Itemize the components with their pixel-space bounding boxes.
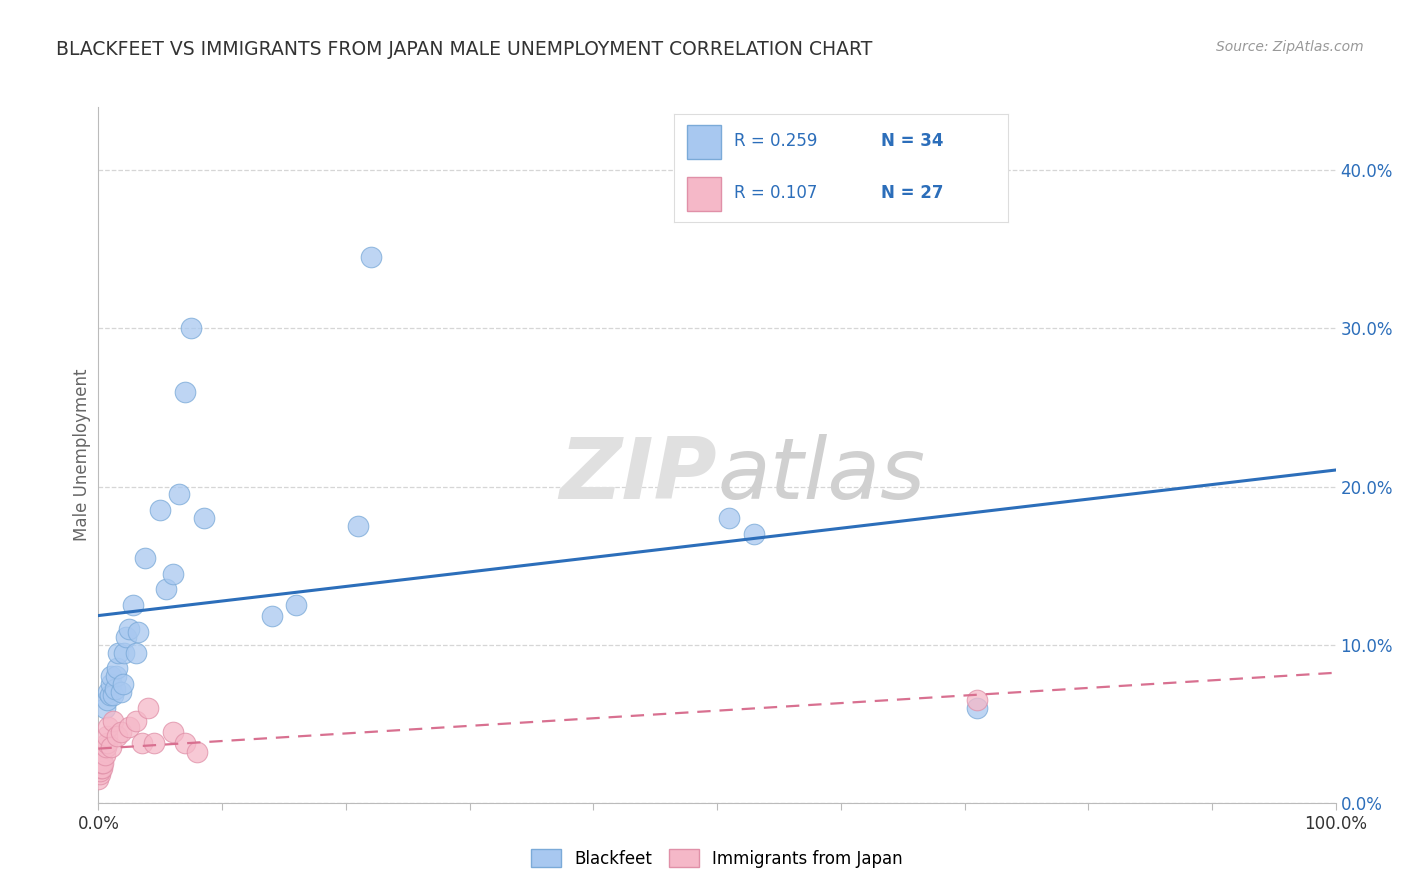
Point [96, 736, 118, 750]
Point [131, 736, 153, 750]
Point [97, 685, 120, 699]
Point [285, 598, 308, 612]
Point [143, 736, 166, 750]
Point [104, 669, 127, 683]
Point [90, 751, 112, 765]
Point [100, 669, 122, 683]
Point [89, 767, 111, 781]
Point [966, 701, 988, 715]
Text: BLACKFEET VS IMMIGRANTS FROM JAPAN MALE UNEMPLOYMENT CORRELATION CHART: BLACKFEET VS IMMIGRANTS FROM JAPAN MALE … [56, 40, 873, 59]
Point [98, 688, 121, 702]
Point [96, 730, 118, 744]
Point [93, 756, 115, 771]
Point [167, 487, 190, 501]
Point [107, 646, 129, 660]
Point [260, 609, 283, 624]
Point [112, 677, 135, 691]
Point [96, 693, 118, 707]
Point [114, 630, 136, 644]
Text: atlas: atlas [717, 434, 925, 517]
Point [105, 661, 128, 675]
Point [149, 503, 172, 517]
Point [155, 582, 177, 597]
Point [89, 764, 111, 779]
Point [360, 250, 382, 264]
Point [103, 681, 125, 696]
Point [90, 756, 112, 771]
Point [186, 745, 208, 759]
Point [100, 740, 122, 755]
Point [118, 622, 141, 636]
Point [91, 756, 114, 771]
Point [966, 693, 988, 707]
Point [347, 519, 370, 533]
Text: ZIP: ZIP [560, 434, 717, 517]
Point [112, 646, 135, 660]
Point [90, 761, 112, 775]
Point [124, 646, 146, 660]
Point [127, 625, 149, 640]
Point [174, 736, 197, 750]
Point [718, 511, 741, 525]
Point [162, 724, 184, 739]
Point [100, 677, 122, 691]
Text: Source: ZipAtlas.com: Source: ZipAtlas.com [1216, 40, 1364, 54]
Y-axis label: Male Unemployment: Male Unemployment [73, 368, 91, 541]
Point [118, 720, 141, 734]
Point [87, 772, 110, 786]
Point [742, 527, 765, 541]
Point [193, 511, 215, 525]
Point [93, 701, 115, 715]
Point [91, 761, 114, 775]
Point [110, 724, 132, 739]
Point [162, 566, 184, 581]
Legend: Blackfeet, Immigrants from Japan: Blackfeet, Immigrants from Japan [524, 842, 910, 874]
Point [97, 720, 120, 734]
Point [105, 730, 128, 744]
Point [134, 550, 156, 565]
Point [93, 748, 115, 763]
Point [124, 714, 146, 728]
Point [136, 701, 159, 715]
Point [180, 321, 202, 335]
Point [174, 384, 197, 399]
Point [103, 714, 125, 728]
Point [94, 740, 117, 755]
Point [103, 688, 125, 702]
Point [110, 685, 132, 699]
Point [122, 598, 145, 612]
